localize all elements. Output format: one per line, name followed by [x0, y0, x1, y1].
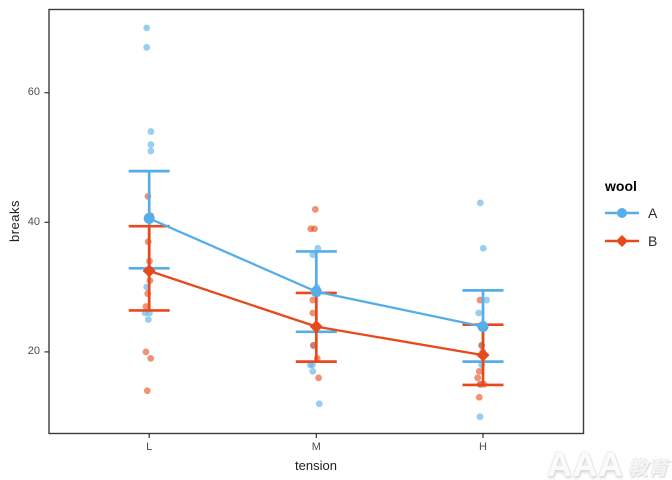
legend-title: wool — [605, 178, 637, 194]
data-point-b — [147, 354, 155, 362]
legend: wool A B — [603, 178, 657, 259]
data-point-a — [147, 141, 155, 148]
mean-point-b — [476, 348, 490, 362]
x-tick-label: M — [311, 441, 321, 453]
data-point-b — [475, 393, 483, 401]
data-point-b — [143, 387, 151, 395]
data-point-a — [144, 316, 152, 323]
data-point-b — [142, 303, 150, 310]
data-point-a — [309, 251, 317, 259]
y-tick-label: 40 — [27, 215, 40, 228]
legend-key-a-icon — [605, 208, 639, 218]
data-point-a — [476, 199, 484, 207]
x-tick-label: L — [146, 441, 153, 453]
data-point-a — [147, 147, 155, 155]
data-point-a — [315, 400, 323, 408]
data-point-a — [475, 309, 483, 317]
data-point-b — [311, 225, 318, 233]
mean-point-a — [310, 286, 322, 298]
data-point-a — [479, 244, 487, 252]
legend-key-marker — [617, 208, 627, 218]
mean-point-b — [309, 320, 323, 334]
data-point-a — [309, 361, 316, 369]
legend-entry-b: B — [603, 231, 657, 251]
x-tick-label: H — [479, 441, 487, 453]
data-point-a — [314, 244, 322, 252]
mean-point-b — [142, 264, 156, 278]
data-point-a — [143, 43, 151, 51]
data-point-a — [147, 128, 155, 135]
x-axis-title: tension — [295, 458, 337, 473]
legend-key-marker — [616, 235, 628, 247]
data-point-b — [309, 296, 317, 304]
data-point-b — [475, 367, 483, 375]
legend-label-b: B — [648, 233, 658, 249]
data-point-b — [315, 374, 322, 382]
data-point-a — [483, 296, 491, 304]
y-tick-label: 20 — [27, 345, 40, 358]
data-point-b — [474, 374, 482, 382]
data-point-a — [476, 413, 484, 421]
legend-key-b-icon — [605, 235, 639, 247]
mean-point-a — [477, 321, 489, 333]
mean-point-a — [143, 212, 155, 224]
data-point-a — [143, 24, 151, 32]
data-point-a — [309, 367, 317, 375]
data-point-b — [309, 309, 317, 317]
legend-entry-a: A — [603, 203, 657, 223]
panel-border — [48, 8, 585, 435]
legend-label-a: A — [648, 205, 658, 221]
data-point-b — [142, 348, 150, 356]
data-point-b — [311, 205, 319, 213]
y-tick-label: 60 — [27, 86, 40, 99]
